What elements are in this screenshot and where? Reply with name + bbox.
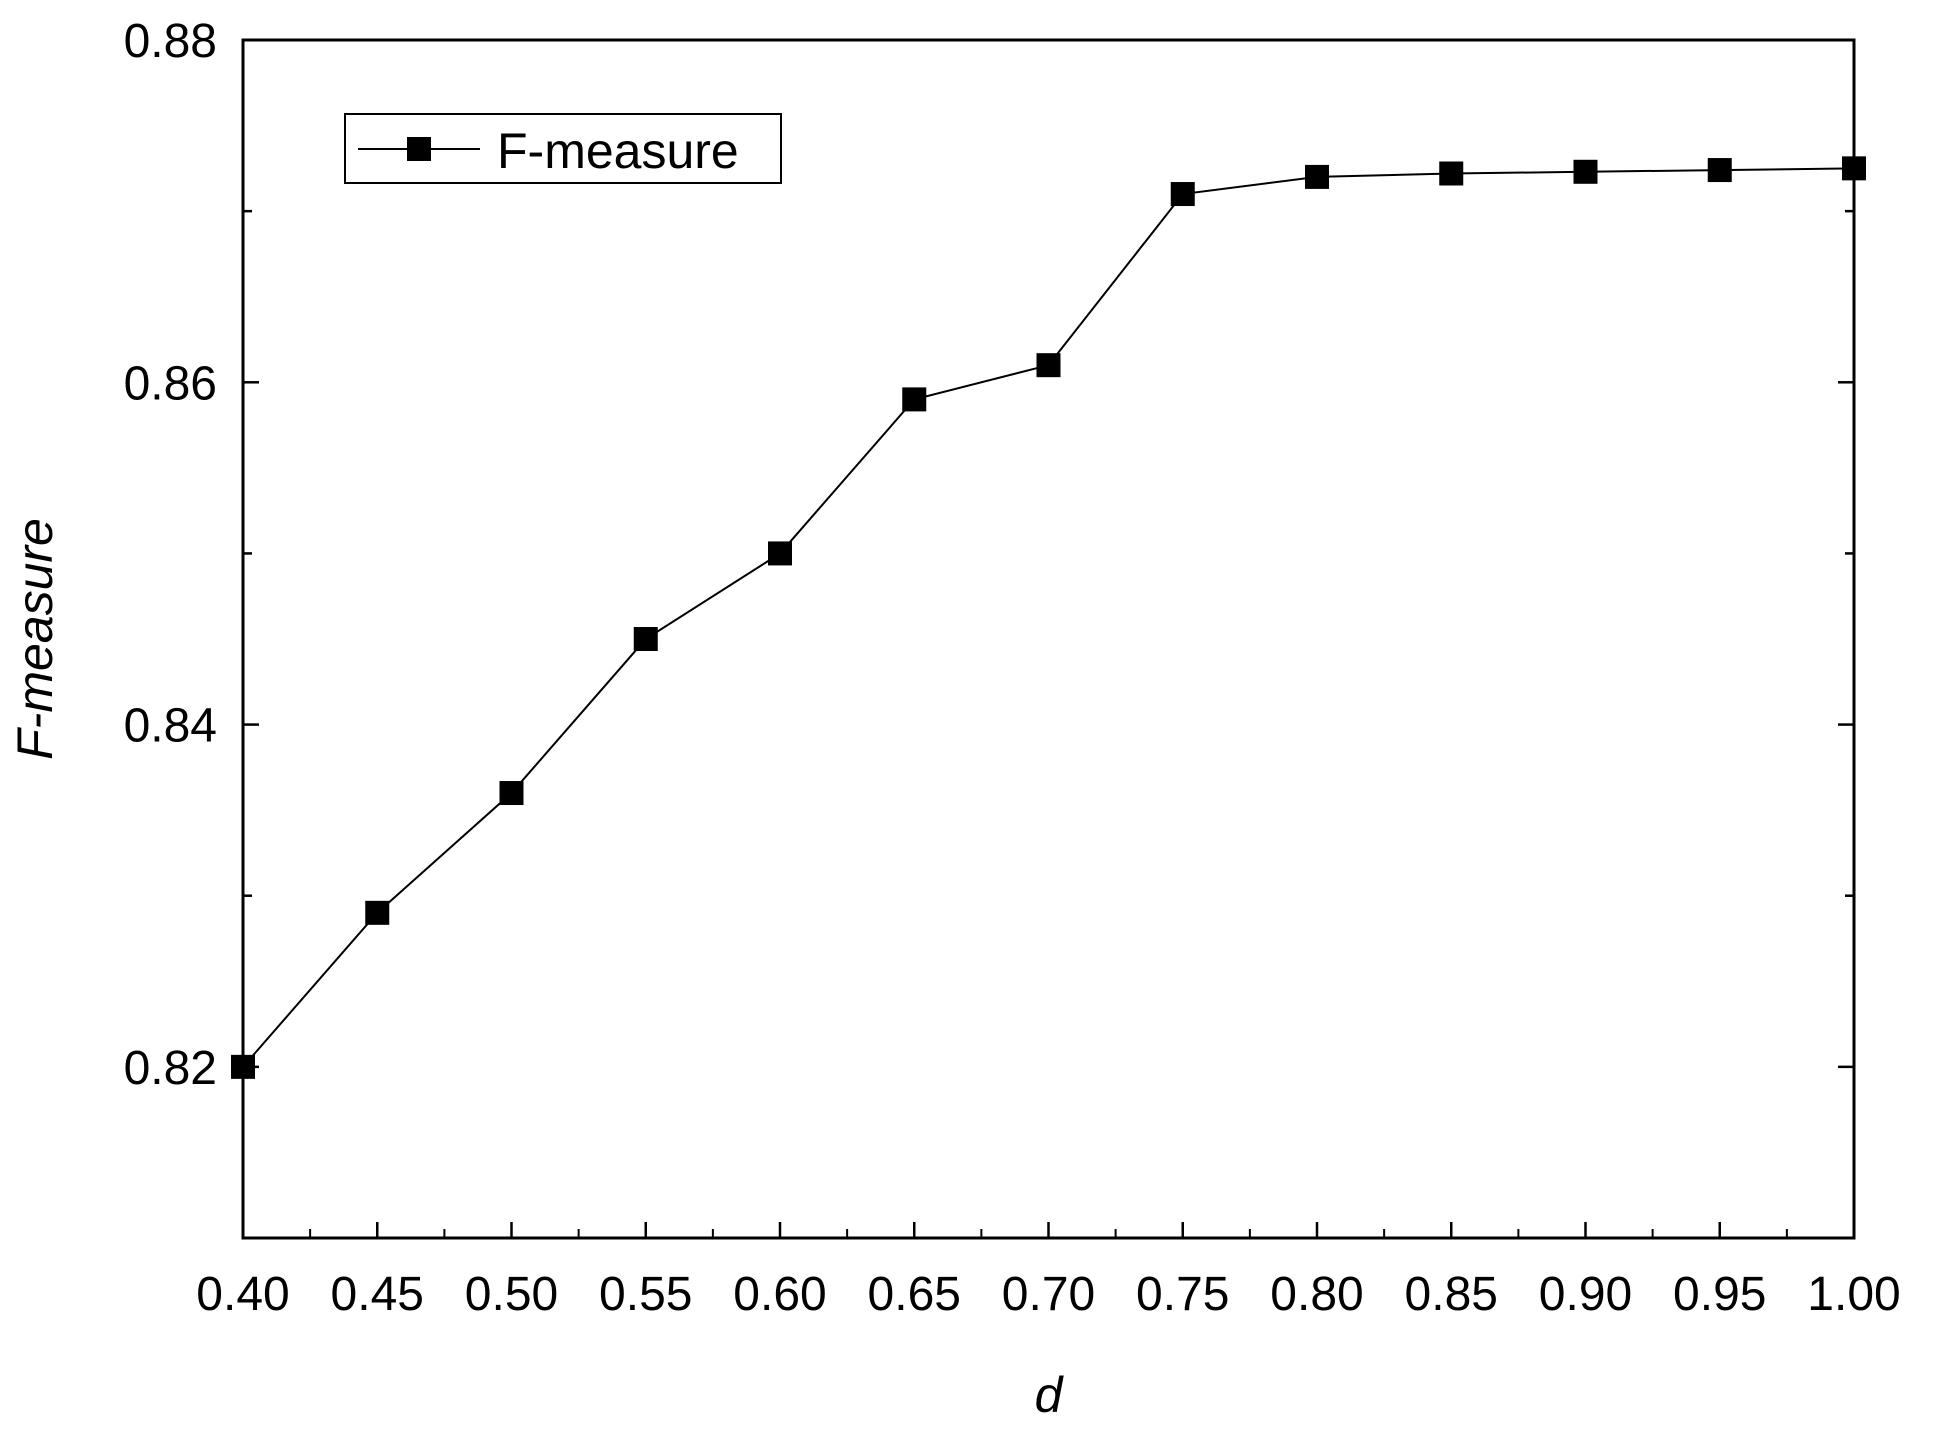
x-tick-label: 0.50 [465,1268,558,1321]
y-tick-label: 0.82 [124,1042,217,1095]
y-tick-label: 0.88 [124,15,217,68]
legend: F-measure [344,113,782,184]
data-point [365,900,390,925]
x-tick-label: 0.65 [868,1268,961,1321]
x-tick-label: 0.95 [1673,1268,1766,1321]
series-layer [231,156,1866,1079]
legend-marker [407,137,431,161]
x-tick-label: 1.00 [1807,1268,1900,1321]
x-tick-label: 0.80 [1270,1268,1363,1321]
labels-layer: 0.40 0.45 0.50 0.55 0.60 0.65 0.70 0.75 0.80 0.85… [124,15,1901,1321]
x-tick-label: 0.55 [599,1268,692,1321]
x-tick-label: 0.90 [1539,1268,1632,1321]
y-tick-label: 0.86 [124,357,217,410]
data-point [1573,159,1598,184]
data-point [1305,164,1329,189]
x-tick-label: 0.45 [331,1268,424,1321]
x-tick-label: 0.70 [1002,1268,1095,1321]
x-tick-label: 0.40 [196,1268,289,1321]
plot-frame [241,38,1856,1240]
x-axis-title: d [1035,1367,1065,1423]
data-point [902,387,927,412]
y-tick-label: 0.84 [124,700,217,753]
x-tick-label: 0.75 [1136,1268,1229,1321]
data-point [1170,182,1195,207]
data-point [1707,158,1732,183]
y-axis-title: F-measure [7,518,63,760]
data-point [499,781,524,806]
x-tick-label: 0.85 [1405,1268,1498,1321]
data-point [1036,353,1061,378]
data-point [633,627,658,651]
data-point [1439,161,1464,186]
data-point [768,541,792,566]
legend-entry-label: F-measure [497,123,739,179]
x-tick-label: 0.60 [733,1268,826,1321]
